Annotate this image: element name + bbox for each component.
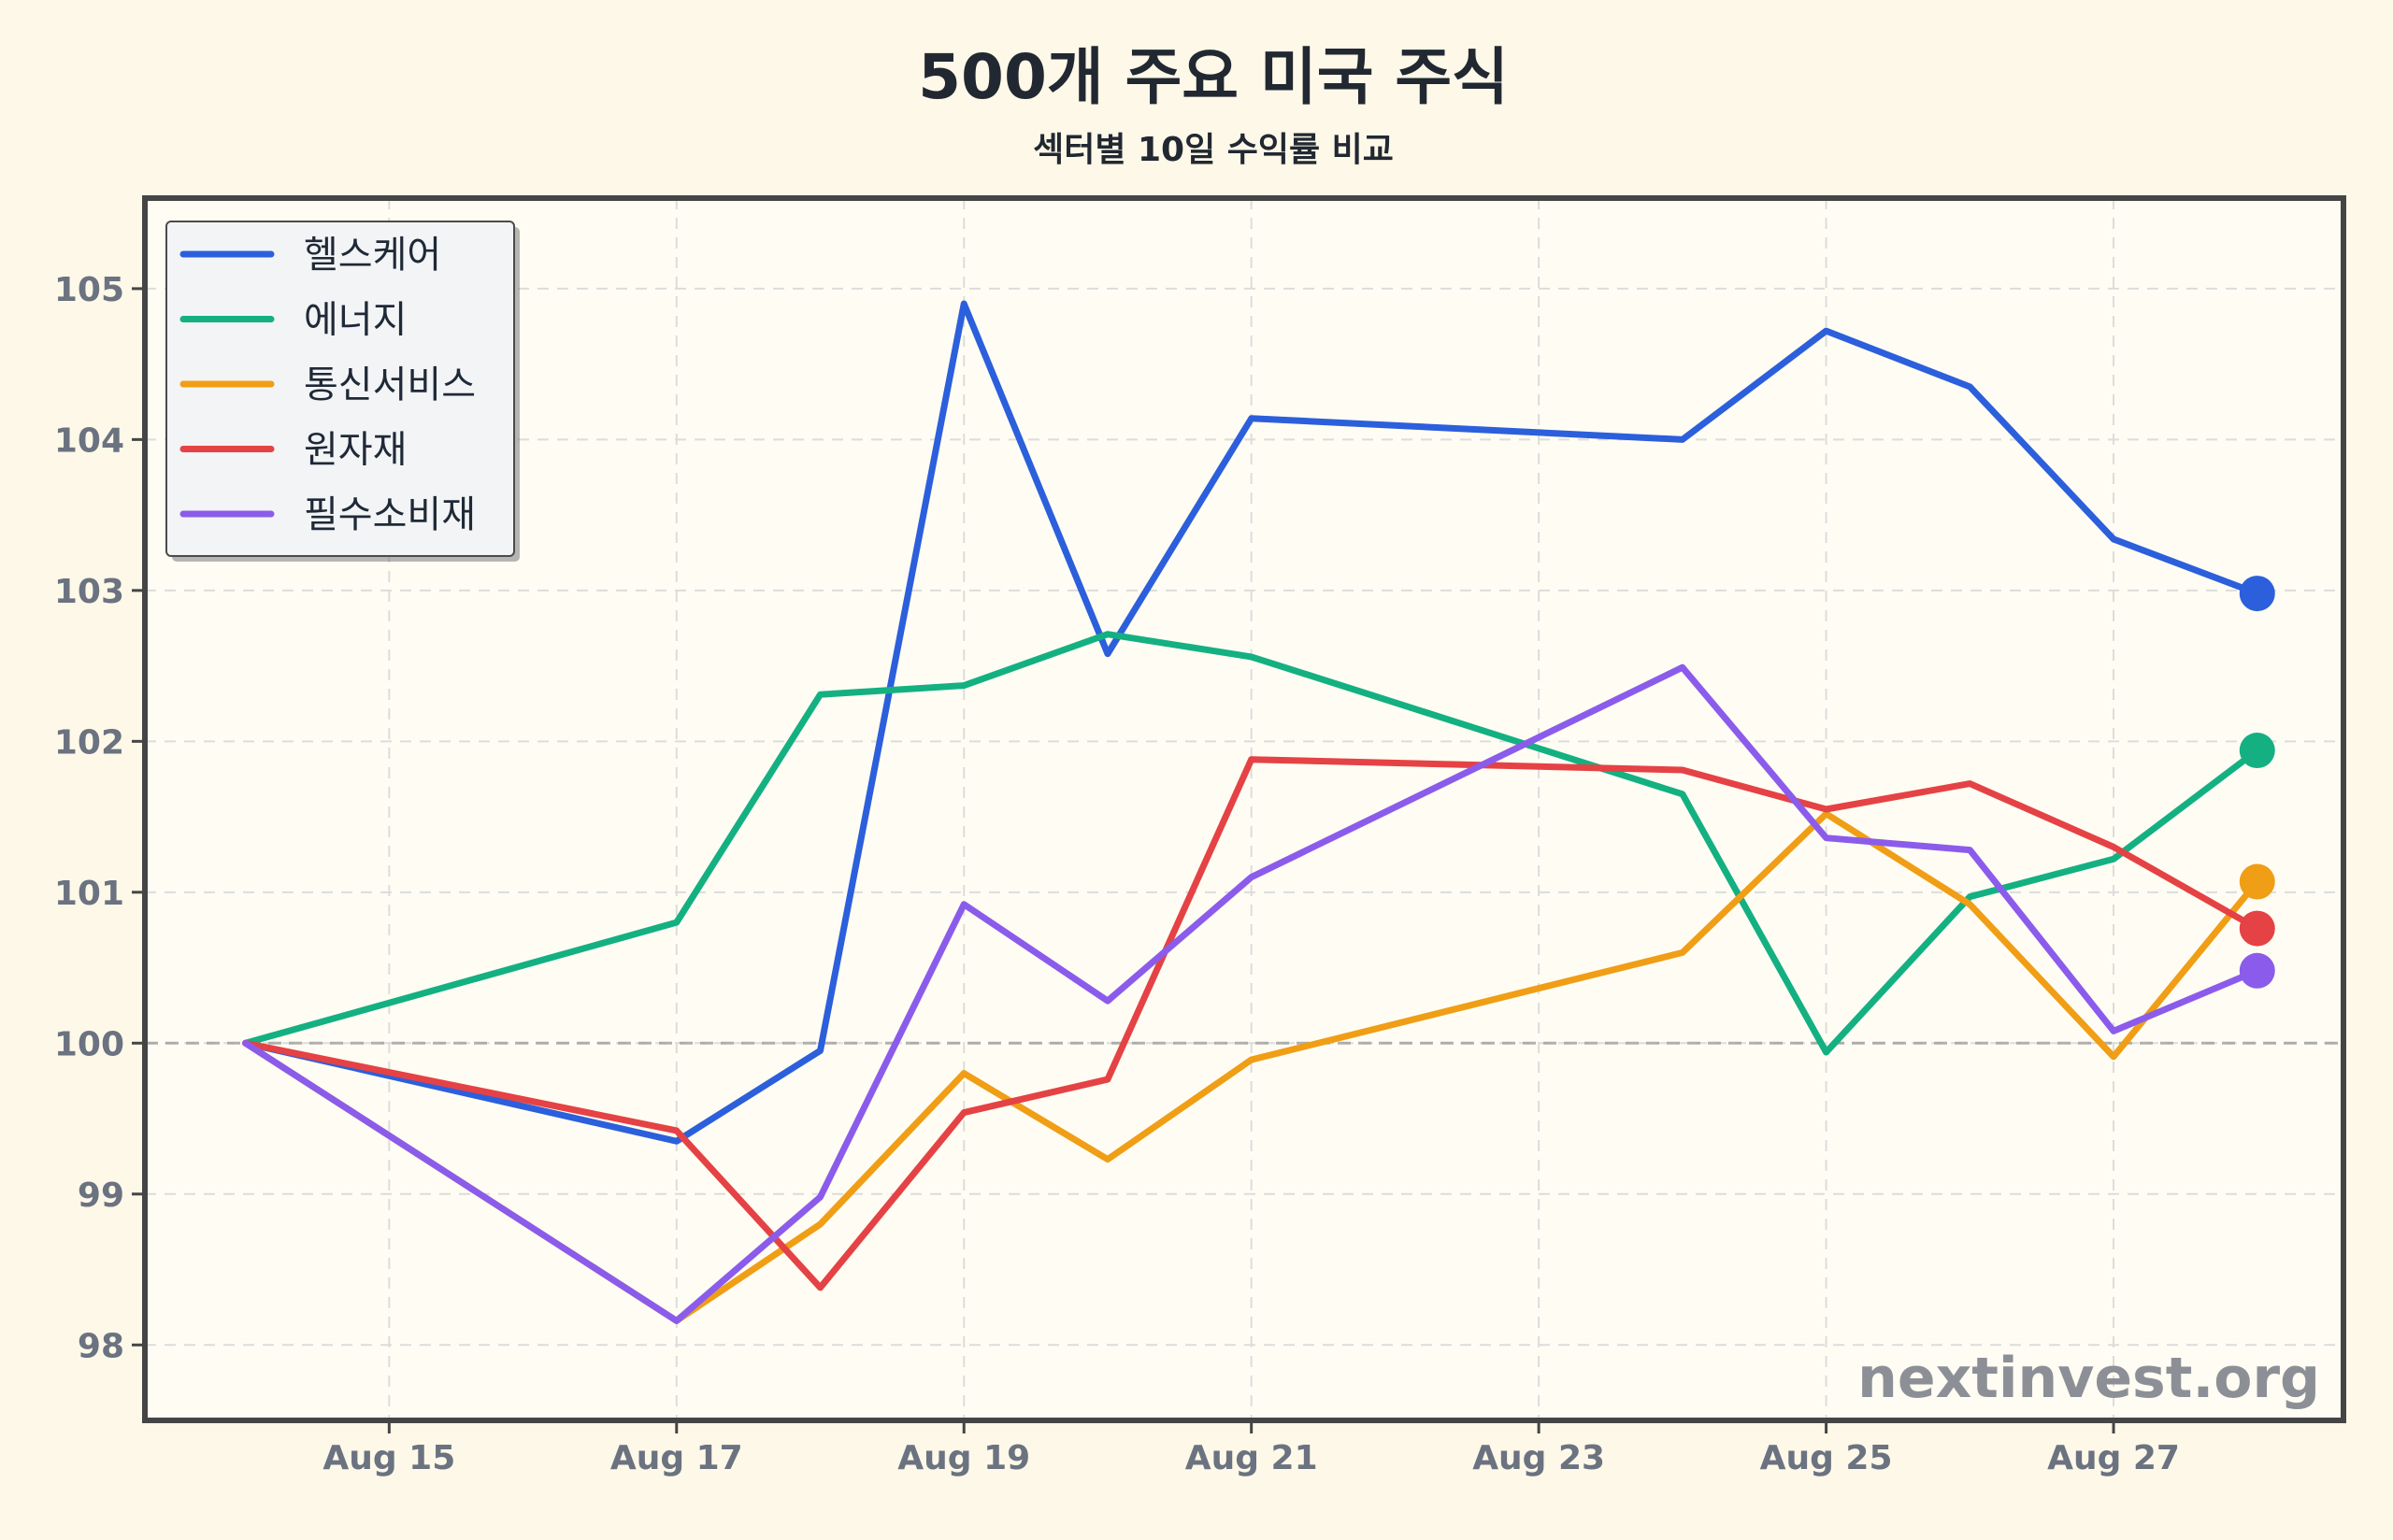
end-marker-2: [2239, 863, 2275, 900]
y-tick-label-6: 104: [54, 421, 124, 460]
y-tick-label-7: 105: [54, 271, 124, 309]
x-tick-label-2: Aug 19: [897, 1439, 1030, 1477]
end-marker-1: [2239, 733, 2275, 769]
x-tick-label-5: Aug 25: [1760, 1439, 1893, 1477]
y-tick-label-4: 102: [54, 723, 124, 762]
x-tick-label-6: Aug 27: [2047, 1439, 2180, 1477]
y-tick-label-0: 98: [78, 1327, 124, 1365]
series-line-4: [242, 663, 2261, 1324]
legend-label-2: 통신서비스: [304, 364, 476, 406]
legend-label-3: 원자재: [304, 429, 407, 472]
legend-label-4: 필수소비재: [304, 493, 476, 536]
x-tick-label-3: Aug 21: [1185, 1439, 1318, 1477]
series-lines: [242, 300, 2261, 1324]
legend-label-0: 헬스케어: [304, 234, 441, 277]
series-line-0: [242, 300, 2261, 1145]
y-tick-label-3: 101: [54, 875, 124, 913]
y-tick-label-2: 100: [54, 1025, 124, 1063]
series-line-1: [242, 631, 2261, 1056]
x-tick-label-1: Aug 17: [610, 1439, 743, 1477]
series-line-2: [242, 810, 2261, 1324]
plot-frame: [142, 195, 2346, 1423]
y-axis: 98 99 100 101 102 103 104 105: [54, 271, 142, 1365]
x-tick-label-0: Aug 15: [322, 1439, 455, 1477]
end-markers: [2239, 576, 2275, 989]
chart-subtitle: 섹터별 10일 수익률 비교: [1033, 131, 1394, 169]
legend-label-1: 에너지: [304, 299, 407, 342]
end-marker-3: [2239, 910, 2275, 947]
end-marker-4: [2239, 952, 2275, 989]
y-tick-label-1: 99: [78, 1176, 124, 1215]
legend-box: [165, 221, 515, 557]
chart-title: 500개 주요 미국 주식: [918, 41, 1509, 113]
x-tick-label-4: Aug 23: [1472, 1439, 1605, 1477]
watermark: nextinvest.org: [1857, 1346, 2320, 1411]
x-axis: Aug 15 Aug 17 Aug 19 Aug 21 Aug 23 Aug 25 Aug …: [322, 1423, 2180, 1477]
y-tick-label-5: 103: [54, 573, 124, 611]
end-marker-0: [2239, 576, 2275, 612]
